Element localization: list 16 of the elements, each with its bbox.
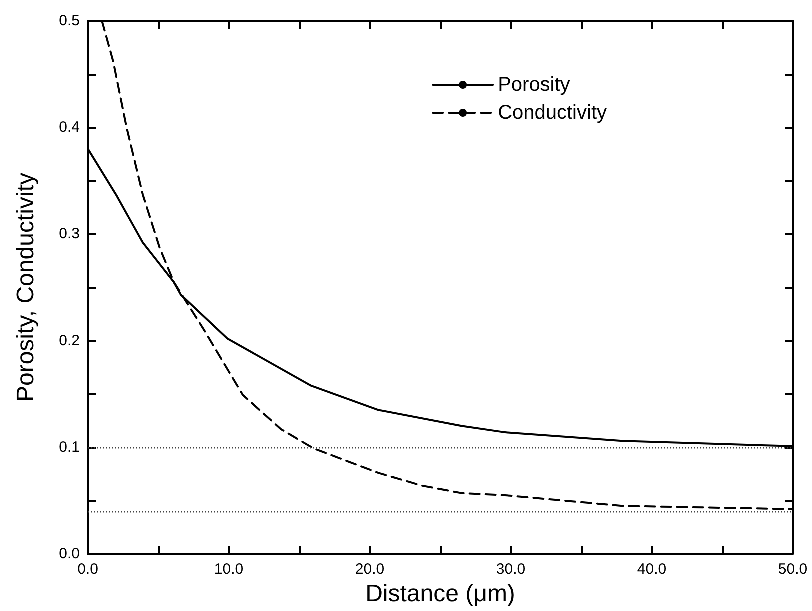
- y-tick-label: 0.5: [59, 12, 80, 30]
- x-tick-label: 30.0: [496, 561, 526, 578]
- x-tick-label: 10.0: [214, 561, 244, 578]
- y-tick-label: 0.4: [59, 119, 80, 136]
- y-axis-title: Porosity, Conductivity: [12, 173, 40, 402]
- y-tick-label: 0.0: [59, 546, 80, 563]
- y-tick-label: 0.3: [59, 226, 80, 243]
- x-tick-label: 20.0: [355, 561, 385, 578]
- y-tick-label: 0.1: [59, 438, 80, 456]
- x-tick-label: 50.0: [778, 561, 808, 578]
- y-tick-label: 0.2: [59, 332, 80, 350]
- x-tick-label: 40.0: [637, 561, 667, 578]
- legend-label: Conductivity: [498, 102, 607, 124]
- legend-label: Porosity: [498, 74, 570, 96]
- x-axis-title: Distance (μm): [366, 580, 516, 608]
- x-tick-label: 0.0: [78, 561, 98, 578]
